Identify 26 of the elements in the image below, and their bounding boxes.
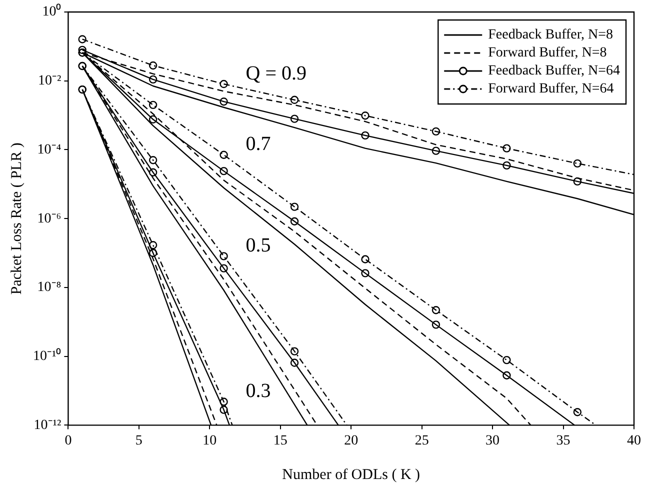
y-tick-label: 10⁻²: [38, 74, 62, 89]
x-tick-label: 10: [202, 433, 217, 448]
legend-label: Feedback Buffer, N=64: [488, 64, 620, 79]
y-tick-label: 10⁻¹²: [34, 418, 62, 433]
y-tick-label: 10⁻⁴: [37, 142, 62, 158]
x-tick-label: 40: [627, 433, 641, 448]
x-tick-label: 35: [556, 433, 570, 448]
legend-label: Feedback Buffer, N=8: [488, 28, 614, 43]
y-axis-title: Packet Loss Rate ( PLR ): [8, 142, 25, 295]
x-tick-label: 25: [414, 433, 429, 448]
annotation: Q = 0.9: [246, 62, 307, 84]
y-tick-label: 10⁻¹⁰: [32, 348, 62, 364]
x-tick-label: 5: [135, 433, 142, 448]
x-tick-label: 15: [273, 433, 288, 448]
x-tick-label: 0: [64, 433, 72, 448]
annotation: 0.3: [246, 380, 271, 402]
annotation: 0.5: [246, 234, 271, 256]
x-axis-title: Number of ODLs ( K ): [282, 466, 420, 483]
x-tick-label: 30: [486, 433, 500, 448]
y-tick-label: 10⁰: [42, 4, 62, 20]
y-tick-label: 10⁻⁶: [37, 211, 62, 226]
annotation: 0.7: [246, 133, 271, 156]
legend-label: Forward Buffer, N=64: [488, 82, 614, 97]
legend-label: Forward Buffer, N=8: [488, 46, 607, 61]
x-tick-label: 20: [344, 433, 358, 448]
y-tick-label: 10⁻⁸: [37, 280, 62, 296]
